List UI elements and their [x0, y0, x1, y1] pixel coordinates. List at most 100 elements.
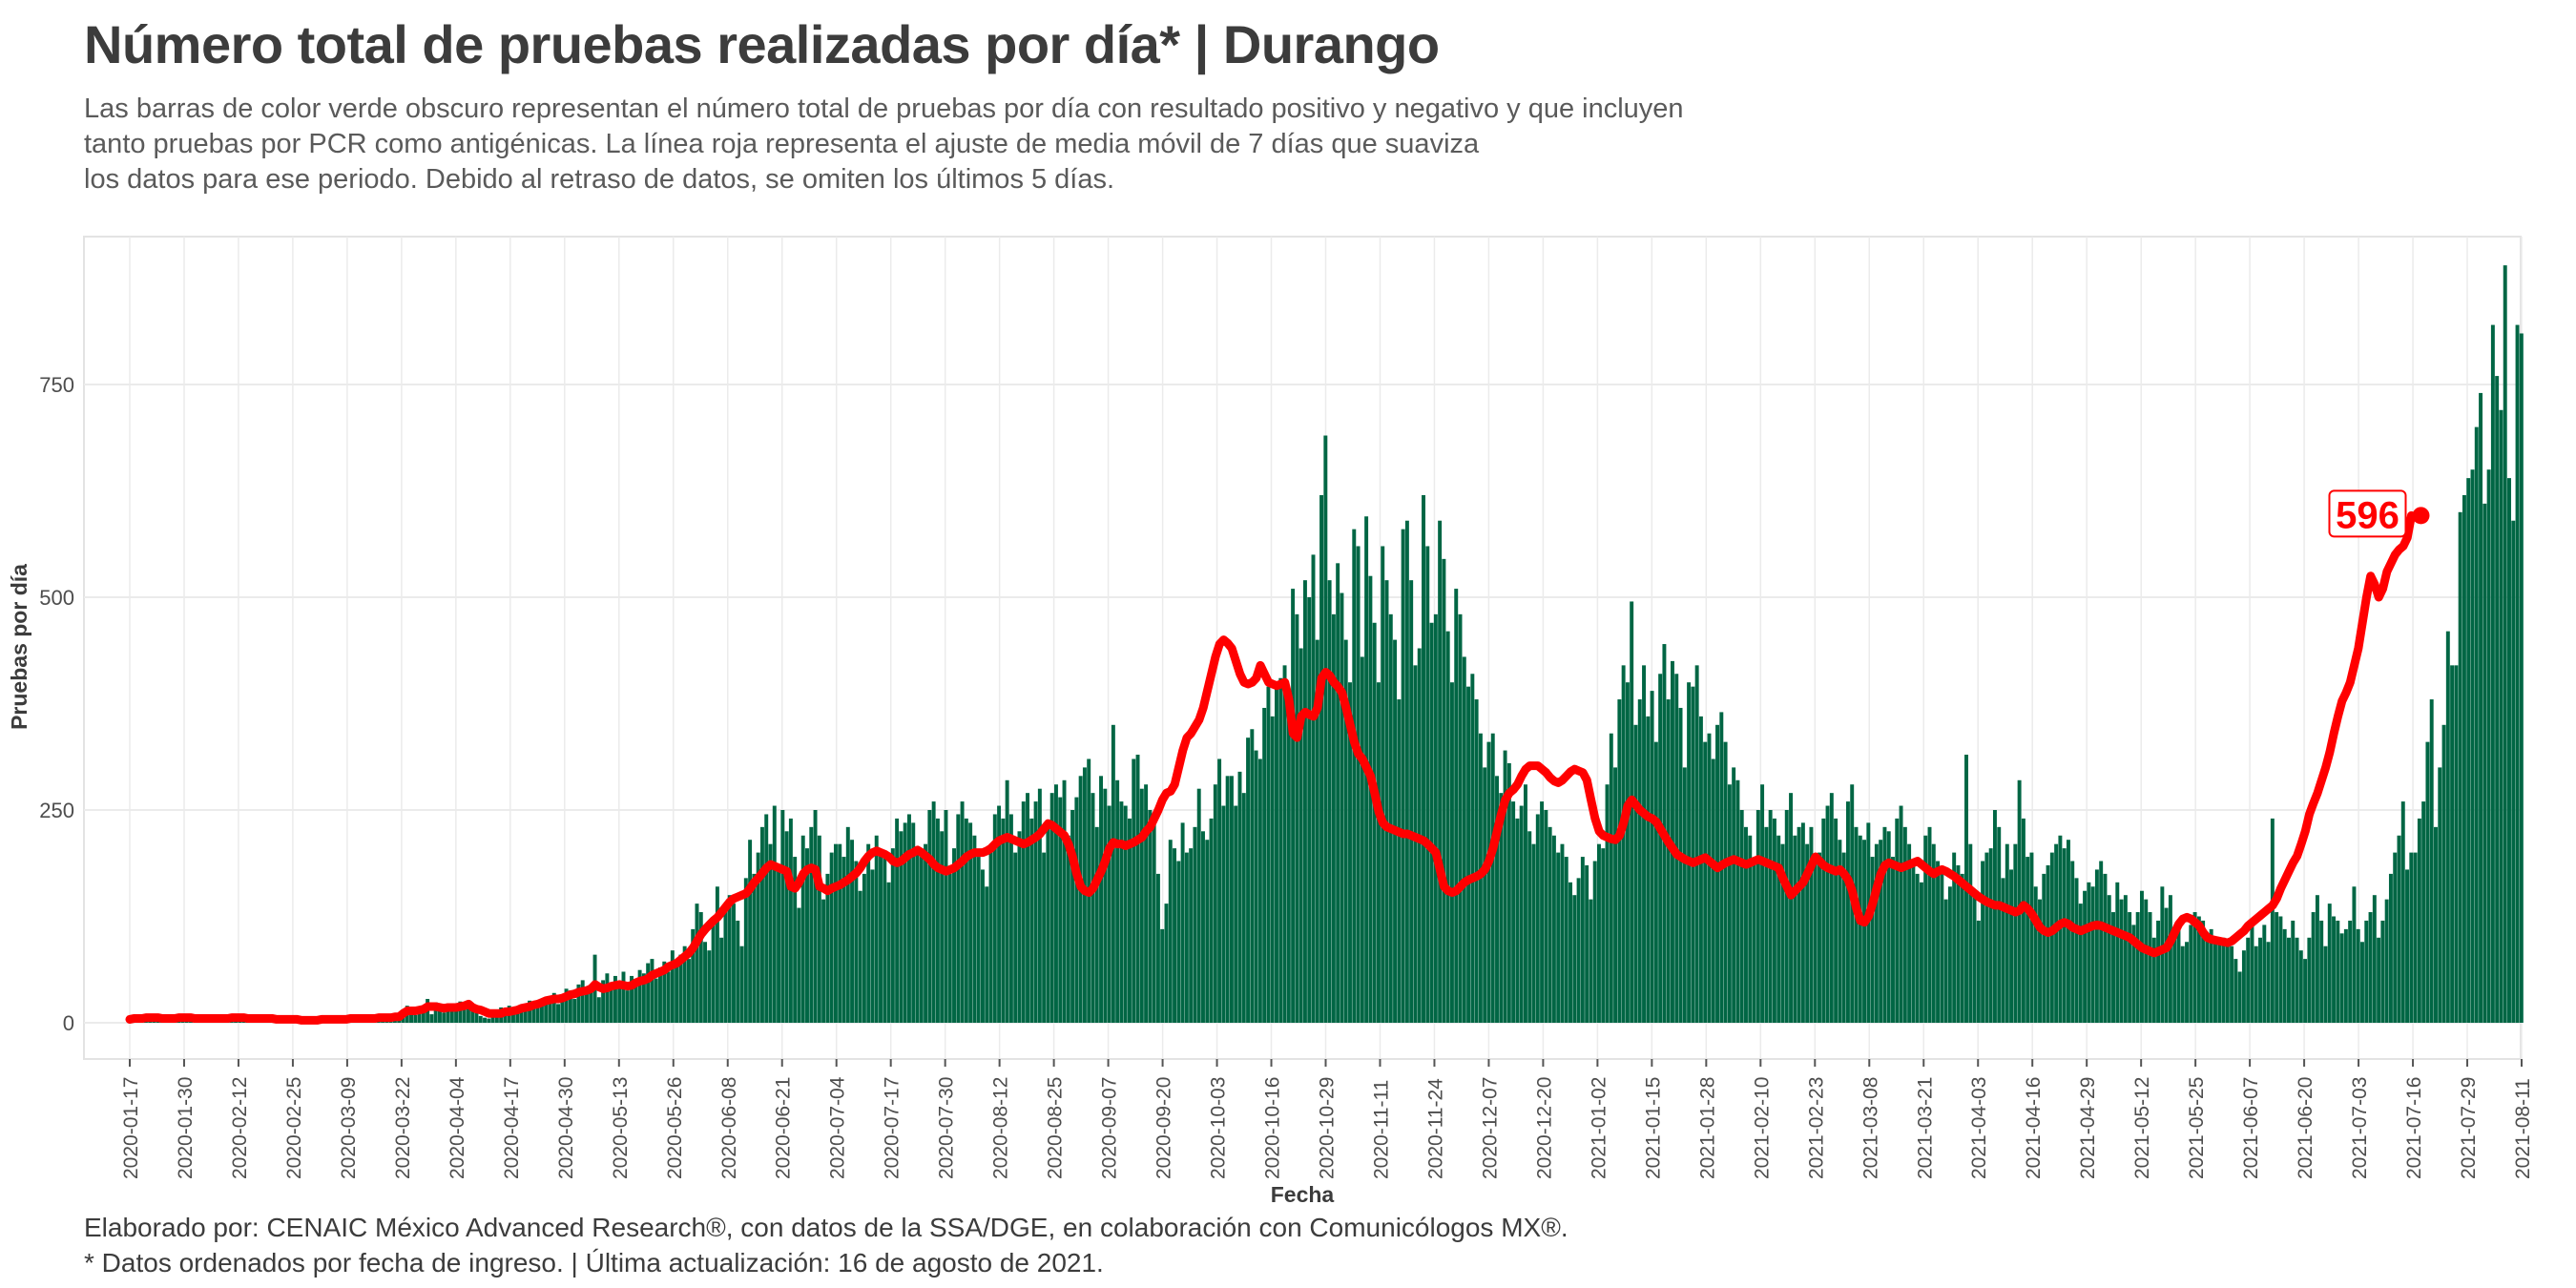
- x-tick-label: 2020-09-07: [1099, 1077, 1121, 1179]
- bar: [576, 984, 581, 1023]
- bar: [2128, 912, 2132, 1023]
- bar: [2180, 945, 2185, 1023]
- bar: [1923, 835, 1928, 1023]
- x-tick-label: 2020-04-30: [555, 1077, 577, 1179]
- bar: [2479, 392, 2483, 1023]
- bar: [1789, 793, 1794, 1023]
- bar: [2519, 333, 2524, 1024]
- x-tick-label: 2021-06-07: [2240, 1077, 2262, 1179]
- bar: [1956, 864, 1961, 1023]
- bar: [564, 988, 569, 1023]
- bar: [1155, 873, 1160, 1023]
- x-tick-label: 2021-03-08: [1859, 1077, 1881, 1179]
- bar: [2462, 494, 2466, 1023]
- bar: [2111, 912, 2115, 1023]
- bar: [1776, 835, 1781, 1023]
- bar: [915, 852, 920, 1023]
- bar: [2201, 920, 2206, 1023]
- bar: [2054, 843, 2059, 1023]
- bar: [454, 1009, 459, 1023]
- x-tick-label: 2020-10-03: [1208, 1077, 1230, 1179]
- bar: [2287, 937, 2291, 1023]
- bar: [1633, 724, 1638, 1023]
- bar: [438, 1008, 442, 1023]
- bar: [2005, 843, 2009, 1023]
- x-tick-label: 2021-02-10: [1751, 1077, 1773, 1179]
- bar: [1237, 771, 1242, 1023]
- bar: [2438, 767, 2442, 1023]
- bar: [1984, 852, 1989, 1023]
- bar: [1037, 788, 1042, 1023]
- bar: [2490, 324, 2495, 1023]
- bar: [2021, 818, 2025, 1023]
- bar: [899, 831, 904, 1023]
- bar: [825, 873, 830, 1023]
- bar: [686, 959, 691, 1023]
- bar: [862, 873, 866, 1023]
- bar: [1307, 597, 1312, 1023]
- bar: [2230, 945, 2234, 1023]
- y-tick-label: 0: [63, 1011, 74, 1035]
- moving-average-series: [125, 507, 2430, 1025]
- x-tick-label: 2021-07-03: [2349, 1077, 2371, 1179]
- bar: [1302, 580, 1307, 1023]
- bar: [1433, 613, 1438, 1023]
- bar: [1229, 776, 1234, 1023]
- bar: [2213, 942, 2217, 1023]
- x-tick-label: 2020-05-13: [610, 1077, 632, 1179]
- x-tick-label: 2021-04-29: [2077, 1077, 2099, 1179]
- bar: [850, 840, 855, 1023]
- chart-caption: Elaborado por: CENAIC México Advanced Re…: [84, 1210, 1568, 1280]
- bar: [2107, 895, 2111, 1023]
- bar: [2192, 912, 2197, 1023]
- bar: [446, 1010, 450, 1023]
- bar: [1748, 835, 1753, 1023]
- bar: [617, 987, 622, 1023]
- bar: [972, 835, 977, 1023]
- moving-average-line: [125, 510, 2416, 1025]
- x-tick-label: 2021-03-21: [1914, 1077, 1936, 1179]
- bar: [654, 978, 658, 1023]
- x-tick-label: 2020-07-30: [936, 1077, 958, 1179]
- bar: [1755, 810, 1760, 1023]
- bar: [1291, 589, 1296, 1023]
- bar: [1049, 793, 1054, 1023]
- bar: [2139, 890, 2144, 1023]
- x-tick-label: 2020-03-22: [392, 1077, 414, 1179]
- bar: [625, 990, 630, 1023]
- bar: [1625, 682, 1630, 1023]
- bar: [1148, 810, 1153, 1023]
- bar: [985, 886, 989, 1023]
- bar: [1176, 861, 1181, 1023]
- bar: [1111, 724, 1115, 1023]
- bar: [793, 857, 798, 1023]
- bar: [515, 1012, 520, 1023]
- bar: [637, 969, 642, 1023]
- x-tick-label: 2020-08-25: [1045, 1077, 1067, 1179]
- bar: [2384, 899, 2389, 1023]
- bar: [707, 950, 712, 1023]
- bar: [1907, 843, 1912, 1023]
- bar: [2160, 886, 2165, 1023]
- bar: [1992, 810, 1997, 1023]
- subtitle-line-2: tanto pruebas por PCR como antigénicas. …: [84, 129, 1480, 159]
- bar: [1666, 699, 1671, 1023]
- bar: [1760, 784, 1765, 1023]
- bar: [2046, 864, 2050, 1023]
- x-tick-label: 2020-01-17: [120, 1077, 142, 1179]
- bar: [879, 852, 883, 1023]
- bar: [523, 1004, 528, 1023]
- bar: [2515, 324, 2520, 1023]
- bar: [768, 843, 773, 1023]
- bar: [2151, 937, 2156, 1023]
- bar: [2083, 890, 2088, 1023]
- bar: [2315, 895, 2319, 1023]
- bar: [1707, 733, 1712, 1023]
- bar: [417, 1007, 422, 1023]
- bar: [1282, 665, 1287, 1023]
- bar: [2029, 852, 2034, 1023]
- bar: [1797, 826, 1801, 1023]
- bar: [605, 973, 610, 1023]
- bar: [944, 810, 948, 1023]
- bar: [470, 1008, 475, 1023]
